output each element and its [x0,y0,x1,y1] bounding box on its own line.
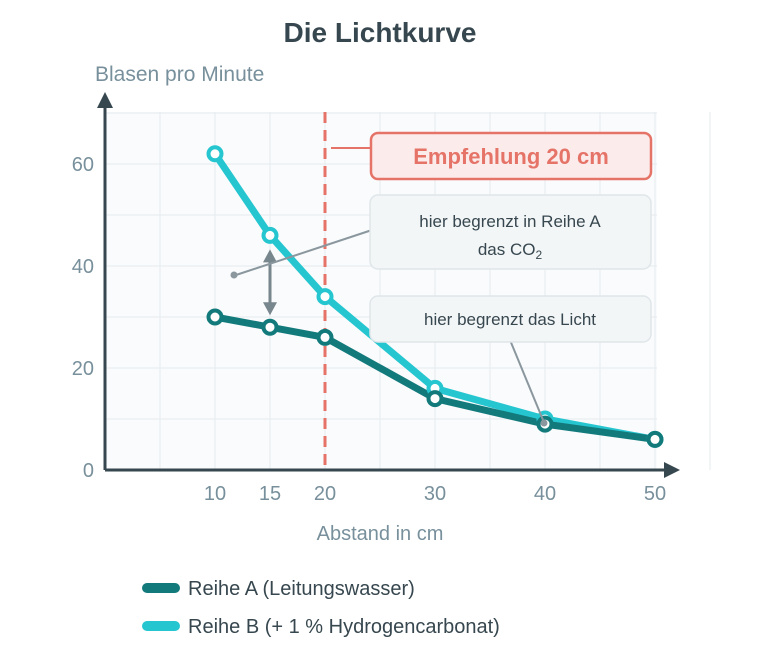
legend-label-series-a: Reihe A (Leitungswasser) [188,578,415,600]
data-point-a [206,308,224,326]
x-axis-arrowhead [664,462,680,478]
annotation-light-pointer [509,339,544,421]
gap-arrow-head-down [263,302,277,316]
series-line-a [211,313,659,443]
y-tick-label: 20 [72,358,94,380]
x-tick-label: 10 [204,483,226,505]
y-tick-label: 40 [72,256,94,278]
annotation-co2-limit: hier begrenzt in Reihe A das CO2 [230,194,652,279]
legend-item-series-a: Reihe A (Leitungswasser) [142,578,415,600]
legend: Reihe A (Leitungswasser) Reihe B (+ 1 % … [142,578,500,638]
x-tick-label: 15 [259,483,281,505]
axes [97,92,680,478]
data-point-a [426,390,444,408]
x-tick-label: 20 [314,483,336,505]
x-tick-label: 30 [424,483,446,505]
recommendation-box: Empfehlung 20 cm [369,131,653,181]
y-axis-label: Blasen pro Minute [95,63,264,86]
x-tick-labels: 10 15 20 30 40 50 [204,483,666,505]
data-point-b [206,145,224,163]
data-point-b [316,288,334,306]
recommendation-label: Empfehlung 20 cm [413,144,609,169]
annotation-light-text: hier begrenzt das Licht [424,310,596,329]
annotation-co2-line2: das CO2 [478,240,543,262]
y-tick-labels: 0 20 40 60 [72,154,94,482]
x-tick-label: 50 [644,483,666,505]
gap-arrow-head-up [263,249,277,263]
legend-item-series-b: Reihe B (+ 1 % Hydrogencarbonat) [142,616,500,638]
gap-double-arrow [263,249,277,316]
chart-title: Die Lichtkurve [284,17,477,48]
data-point-b [261,226,279,244]
data-point-a [646,430,664,448]
annotation-light-dot [540,419,548,427]
y-axis-arrowhead [97,92,113,108]
y-tick-label: 0 [83,460,94,482]
annotation-co2-line1: hier begrenzt in Reihe A [419,212,601,231]
legend-label-series-b: Reihe B (+ 1 % Hydrogencarbonat) [188,616,500,638]
x-axis-label: Abstand in cm [317,523,444,545]
annotation-light-limit: hier begrenzt das Licht [369,295,652,427]
x-tick-label: 40 [534,483,556,505]
data-point-a [316,328,334,346]
y-tick-label: 60 [72,154,94,176]
data-point-a [261,318,279,336]
annotation-co2-dot [230,271,238,279]
annotation-co2-pointer [235,229,373,276]
